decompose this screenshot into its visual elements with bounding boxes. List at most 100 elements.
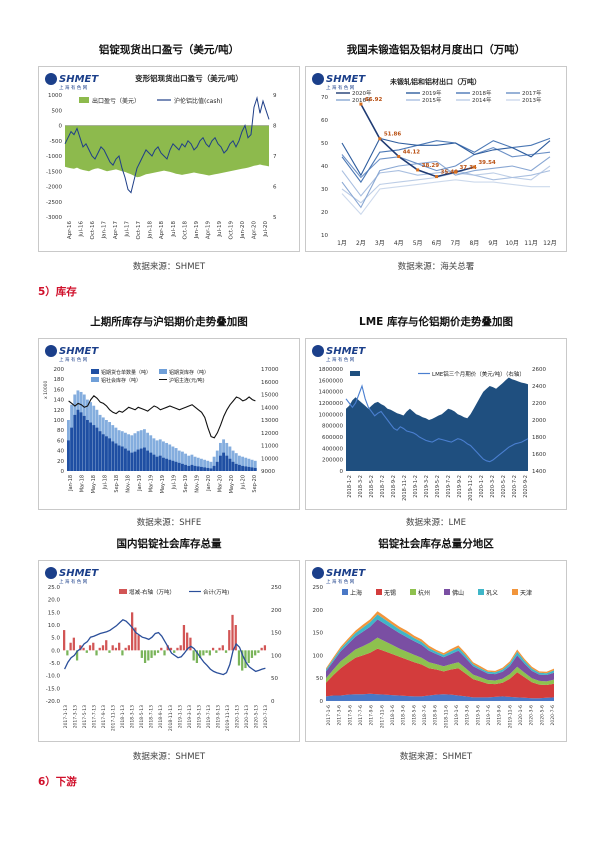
- y-tick-label-left: 20.0: [48, 598, 61, 604]
- y-tick-label: 70: [321, 95, 328, 101]
- y-tick-label-right: 9: [273, 93, 277, 99]
- bar-warrant: [241, 465, 245, 471]
- series-area-profit: [65, 125, 269, 178]
- chart-regional-inventory: SHMET 上 海 有 色 网上海 无锡 杭州 佛山 巩义 天津 250 200 150 100 50…: [305, 560, 567, 742]
- y-tick-label-left: 160: [54, 387, 65, 393]
- x-tick-label: 3月: [375, 240, 385, 247]
- bar-warrant: [200, 466, 203, 471]
- bar-warrant: [228, 458, 232, 471]
- chart-title: 变形铝现货出口盈亏（美元/吨）: [135, 73, 243, 83]
- x-tick-label: Apr-20: [251, 221, 257, 240]
- x-tick-label: Jul-18: [171, 221, 177, 238]
- legend-label: 佛山: [452, 589, 464, 597]
- bar-change: [114, 647, 118, 651]
- bar-warrant: [120, 446, 124, 471]
- y-tick-label: 0: [320, 699, 324, 705]
- panel-regional-inventory: 铝锭社会库存总量分地区 SHMET 上 海 有 色 网上海 无锡 杭州 佛山 巩义 天津 25…: [305, 536, 567, 764]
- data-label: 38.29: [422, 163, 440, 169]
- x-tick-label: 2017-9-13: [101, 705, 107, 728]
- logo-subtitle: 上 海 有 色 网: [326, 356, 355, 363]
- bar-warrant: [155, 456, 159, 471]
- series-area-stock: [346, 377, 528, 471]
- y-tick-label-right: 1800: [532, 435, 546, 441]
- panel-title: 铝锭社会库存总量分地区: [378, 538, 494, 550]
- x-tick-label: Jul-20: [241, 475, 247, 490]
- legend-label: LME铝库存（吨）: [362, 370, 406, 378]
- x-tick-label: 2020-9-2: [523, 475, 529, 498]
- x-tick-label: Nov-19: [195, 475, 201, 493]
- bar-warrant: [139, 448, 143, 471]
- data-source: 数据来源：SHFE: [136, 518, 202, 528]
- data-label: 66.92: [365, 97, 383, 103]
- x-tick-label: Apr-17: [113, 221, 119, 240]
- x-tick-label: 2020-5-6: [539, 705, 545, 726]
- panel-lme-inventory: LME 库存与伦铝期价走势叠加图 SHMET 上 海 有 色 网 LME铝库存（吨）…: [305, 314, 567, 530]
- bar-warrant: [162, 457, 165, 471]
- bar-warrant: [231, 461, 235, 471]
- x-tick-label: 2020-5-2: [501, 475, 507, 498]
- y-tick-label-right: 1400: [532, 469, 546, 475]
- x-tick-label: 7月: [451, 240, 461, 247]
- bar-change: [79, 645, 82, 651]
- bar-warrant: [244, 466, 248, 471]
- bar-warrant: [143, 447, 146, 471]
- bar-warrant: [146, 450, 150, 471]
- bar-change: [153, 650, 156, 656]
- bar-warrant: [92, 425, 96, 471]
- x-tick-label: Jul-16: [79, 221, 85, 238]
- bar-change: [218, 647, 221, 651]
- legend-label: 2019年: [422, 89, 442, 97]
- x-tick-label: Jan-19: [194, 221, 200, 240]
- y-tick-label-left: 20: [57, 459, 64, 465]
- y-tick-label: 50: [316, 676, 323, 682]
- bar-change: [72, 637, 75, 651]
- logo-globe-icon: [45, 567, 57, 579]
- legend-label: 杭州: [418, 589, 430, 597]
- section-heading-inventory: 5）库存: [38, 286, 77, 298]
- bar-stock: [152, 438, 156, 471]
- bar-warrant: [158, 455, 162, 471]
- x-tick-label: Jul-17: [125, 221, 131, 238]
- logo-globe-icon: [45, 345, 57, 357]
- y-tick-label: 250: [313, 585, 324, 591]
- x-tick-label: 2017-1-13: [63, 705, 69, 728]
- y-tick-label-right: 8: [273, 124, 277, 130]
- x-tick-label: Apr-19: [205, 221, 211, 240]
- y-tick-label-right: 13000: [261, 418, 279, 424]
- logo-globe-icon: [312, 73, 324, 85]
- legend-label: 无锡: [384, 589, 396, 597]
- legend-label: 天津: [520, 590, 532, 597]
- bar-change: [127, 645, 131, 651]
- bar-change: [69, 642, 72, 651]
- y-tick-label-right: 2600: [532, 367, 546, 373]
- bar-warrant: [209, 468, 213, 471]
- y-tick-label-right: 5: [273, 215, 277, 221]
- bar-warrant: [130, 452, 134, 471]
- series-area: [326, 648, 554, 699]
- data-point: [472, 165, 476, 169]
- bar-change: [156, 650, 160, 653]
- bar-change: [228, 630, 231, 651]
- legend-label: 2018年: [472, 89, 492, 97]
- bar-warrant: [250, 467, 254, 471]
- bar-warrant: [165, 458, 169, 471]
- bar-stock: [212, 456, 216, 471]
- panel-title: 我国未锻造铝及铝材月度出口（万吨）: [346, 44, 526, 56]
- bar-change: [143, 650, 147, 663]
- bar-change: [247, 650, 250, 663]
- data-point: [435, 175, 439, 179]
- x-tick-label: 2018-9-2: [391, 475, 397, 498]
- y-tick-label-left: -5.0: [49, 661, 60, 667]
- y-tick-label-left: 15.0: [48, 610, 61, 616]
- x-tick-label: 2018-5-2: [369, 475, 375, 498]
- x-tick-label: 9月: [488, 240, 498, 247]
- y-tick-label-right: 16000: [261, 380, 279, 386]
- x-tick-label: Oct-17: [136, 221, 142, 240]
- y-tick-label-left: 0: [340, 469, 344, 475]
- bar-stock: [193, 456, 197, 471]
- logo-subtitle: 上 海 有 色 网: [59, 356, 88, 363]
- x-tick-label: 2017-1-6: [326, 705, 332, 726]
- x-tick-label: Jan-17: [102, 221, 108, 240]
- y-tick-label: 30: [321, 187, 328, 193]
- bar-change: [66, 650, 69, 656]
